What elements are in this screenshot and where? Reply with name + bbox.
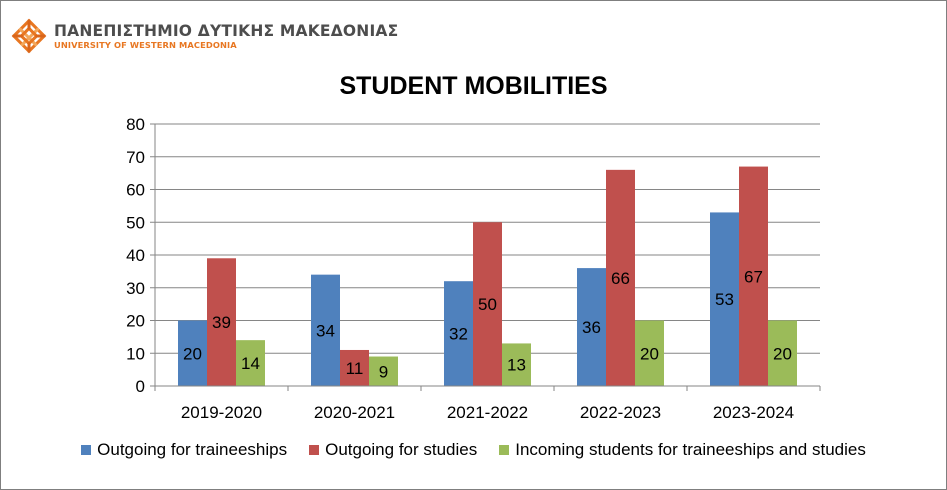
bar	[710, 212, 739, 386]
data-label: 9	[379, 362, 388, 381]
y-tick-label: 10	[126, 344, 145, 363]
data-label: 53	[715, 290, 734, 309]
university-knot-logo-icon	[11, 18, 47, 54]
logo-greek-name: ΠΑΝΕΠΙΣΤΗΜΙΟ ΔΥΤΙΚΗΣ ΜΑΚΕΔΟΝΙΑΣ	[54, 21, 399, 40]
data-label: 20	[640, 344, 659, 363]
bar	[473, 222, 502, 386]
legend-swatch	[309, 445, 320, 455]
y-tick-label: 20	[126, 312, 145, 331]
bar	[207, 258, 236, 386]
data-label: 32	[449, 325, 468, 344]
legend-label: Outgoing for studies	[325, 440, 478, 459]
data-label: 36	[582, 318, 601, 337]
bar	[311, 274, 340, 386]
data-label: 14	[241, 354, 260, 373]
data-label: 39	[212, 313, 231, 332]
university-logo: ΠΑΝΕΠΙΣΤΗΜΙΟ ΔΥΤΙΚΗΣ ΜΑΚΕΔΟΝΙΑΣ UNIVERSI…	[10, 17, 398, 55]
x-tick-label: 2023-2024	[713, 403, 794, 422]
data-label: 66	[611, 269, 630, 288]
y-tick-label: 40	[126, 246, 145, 265]
chart-title: STUDENT MOBILITIES	[339, 72, 608, 100]
bar	[340, 349, 369, 386]
chart-legend: Outgoing for traineeships Outgoing for s…	[0, 440, 947, 460]
x-tick-label: 2019-2020	[181, 403, 262, 422]
bar	[444, 281, 473, 386]
legend-label: Incoming students for traineeships and s…	[515, 440, 866, 459]
y-tick-label: 60	[126, 181, 145, 200]
data-label: 50	[478, 295, 497, 314]
data-label: 20	[183, 344, 202, 363]
bar	[768, 320, 797, 386]
bar	[236, 340, 265, 386]
bar	[739, 166, 768, 386]
data-label: 34	[316, 321, 335, 340]
bar	[635, 320, 664, 386]
legend-label: Outgoing for traineeships	[97, 440, 288, 459]
legend-item-outgoing-studies: Outgoing for studies	[309, 440, 477, 460]
bar	[369, 356, 398, 386]
bar	[502, 343, 531, 386]
data-label: 67	[744, 267, 763, 286]
y-tick-label: 80	[126, 115, 145, 134]
x-tick-label: 2022-2023	[580, 403, 661, 422]
y-tick-label: 70	[126, 148, 145, 167]
y-tick-label: 50	[126, 213, 145, 232]
data-label: 11	[346, 359, 364, 378]
legend-swatch	[81, 445, 92, 455]
bar	[178, 320, 207, 386]
x-tick-label: 2021-2022	[447, 403, 528, 422]
x-tick-label: 2020-2021	[314, 403, 395, 422]
bar	[606, 169, 635, 386]
bar	[577, 268, 606, 386]
legend-item-outgoing-traineeships: Outgoing for traineeships	[81, 440, 287, 460]
y-tick-label: 30	[126, 279, 145, 298]
legend-item-incoming-students: Incoming students for traineeships and s…	[499, 440, 866, 460]
logo-english-name: UNIVERSITY OF WESTERN MACEDONIA	[54, 39, 237, 50]
data-label: 20	[773, 344, 792, 363]
data-label: 13	[507, 356, 526, 375]
y-tick-label: 0	[136, 377, 145, 396]
legend-swatch	[499, 445, 510, 455]
